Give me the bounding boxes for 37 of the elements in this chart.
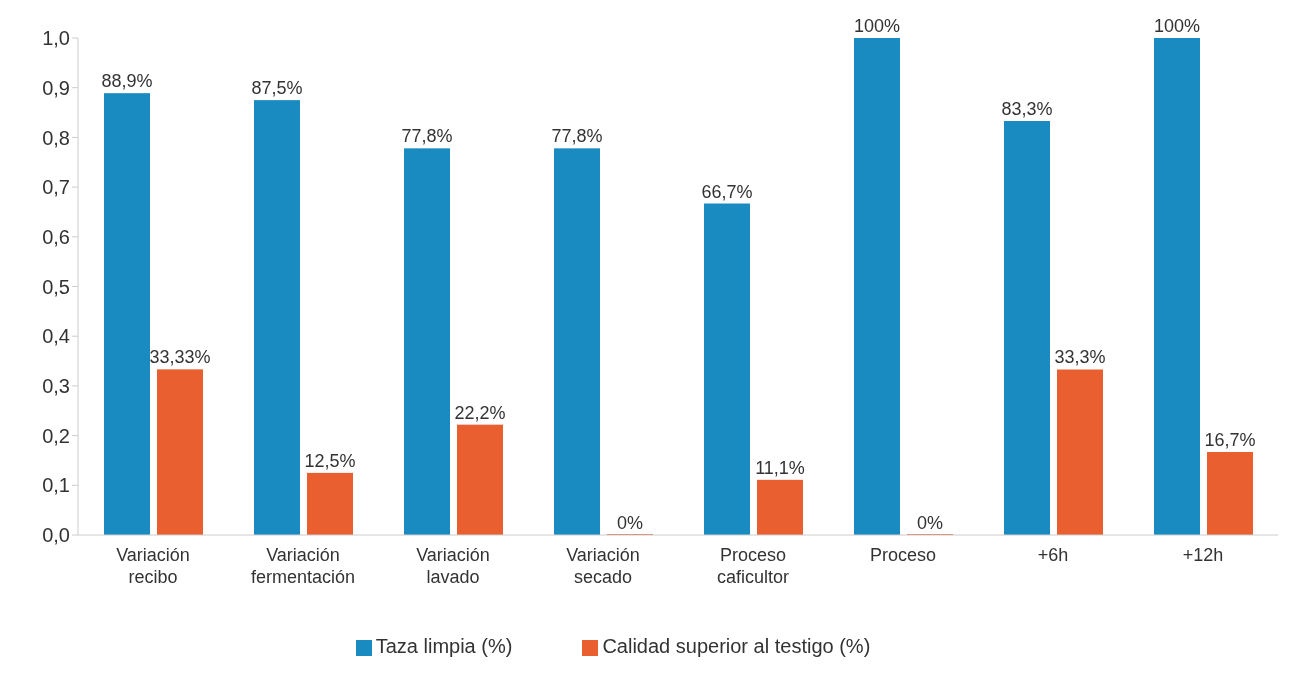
y-tick-label: 0,3 — [42, 375, 70, 397]
data-label: 100% — [853, 16, 901, 36]
y-tick-label: 0,4 — [42, 325, 70, 348]
data-label: 12,5% — [304, 450, 356, 471]
y-tick-label: 0,7 — [42, 176, 70, 199]
data-label: 33,3% — [1054, 347, 1106, 368]
y-tick-label: 0,2 — [42, 424, 70, 447]
data-label: 87,5% — [251, 78, 303, 99]
data-label: 16,7% — [1204, 430, 1256, 450]
y-tick-label: 0,1 — [42, 474, 70, 497]
data-label: 22,2% — [454, 402, 506, 423]
x-tick-label: Variación recibo — [116, 545, 190, 587]
data-label: 0% — [916, 513, 944, 533]
y-tick-label: 0,8 — [42, 126, 70, 149]
data-label: 11,1% — [755, 457, 805, 478]
x-tick-label: Variación fermentación — [250, 545, 356, 587]
data-label: 83,3% — [1001, 99, 1053, 119]
x-tick-label: +12h — [1182, 545, 1224, 565]
y-tick-label: 0,5 — [42, 275, 70, 298]
x-tick-label: +6h — [1037, 545, 1069, 565]
data-label: 0% — [616, 513, 644, 533]
data-label: 77,8% — [551, 126, 603, 147]
x-tick-label: Variación secado — [566, 545, 640, 587]
x-tick-label: Proceso — [869, 545, 937, 565]
data-label: 77,8% — [401, 126, 453, 147]
y-tick-label: 0,6 — [42, 225, 70, 248]
y-tick-label: 1,0 — [42, 27, 70, 50]
y-tick-label: 0,9 — [42, 76, 70, 99]
x-tick-label: Variación lavado — [416, 545, 490, 587]
data-label: 66,7% — [701, 181, 753, 202]
legend-label: Taza limpia (%) — [375, 635, 513, 657]
data-label: 88,9% — [101, 71, 153, 92]
legend-label: Calidad superior al testigo (%) — [602, 635, 871, 657]
x-tick-label: Proceso caficultor — [716, 545, 790, 587]
y-tick-label: 0,0 — [42, 524, 70, 547]
data-label: 33,33% — [149, 347, 211, 368]
data-label: 100% — [1153, 16, 1201, 36]
